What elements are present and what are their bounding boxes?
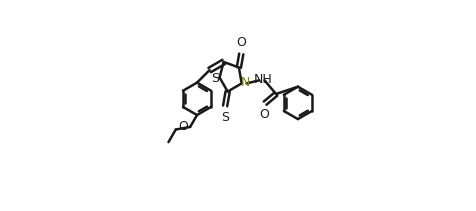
Text: S: S bbox=[221, 111, 229, 124]
Text: O: O bbox=[236, 36, 246, 49]
Text: S: S bbox=[211, 72, 219, 85]
Text: O: O bbox=[179, 120, 188, 133]
Text: N: N bbox=[240, 76, 250, 89]
Text: NH: NH bbox=[254, 73, 273, 86]
Text: O: O bbox=[259, 108, 269, 122]
